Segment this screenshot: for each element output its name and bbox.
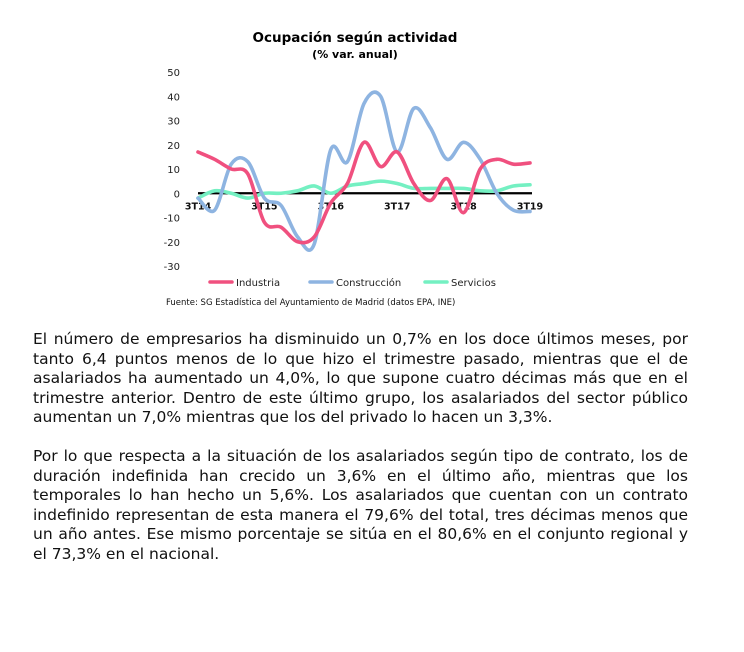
x-tick-label: 3T15 <box>251 201 277 212</box>
y-tick-label: -30 <box>164 262 180 273</box>
body-text: El número de empresarios ha disminuido u… <box>33 330 688 584</box>
paragraph-2: Por lo que respecta a la situación de lo… <box>33 447 688 563</box>
legend-label-servicios: Servicios <box>451 278 496 289</box>
series-line-construccion <box>196 90 532 252</box>
x-tick-label: 3T18 <box>450 201 477 212</box>
y-tick-label: 30 <box>167 117 180 128</box>
chart-subtitle: (% var. anual) <box>312 48 398 61</box>
x-tick-label: 3T19 <box>517 201 543 212</box>
chart-source: Fuente: SG Estadística del Ayuntamiento … <box>166 298 455 308</box>
y-tick-label: 20 <box>167 141 180 152</box>
y-tick-label: 10 <box>167 165 180 176</box>
y-tick-label: 50 <box>167 68 180 79</box>
x-tick-label: 3T17 <box>384 201 410 212</box>
legend-label-construccion: Construcción <box>336 277 401 289</box>
x-tick-label: 3T16 <box>318 201 345 212</box>
series-line-industria <box>196 140 532 245</box>
chart-svg: Ocupación según actividad (% var. anual) -… <box>164 30 544 308</box>
y-tick-label: 0 <box>174 189 180 200</box>
employment-chart: Ocupación según actividad (% var. anual) -… <box>150 20 560 320</box>
legend-label-industria: Industria <box>236 278 280 289</box>
y-tick-label: -20 <box>164 238 180 249</box>
y-tick-label: 40 <box>167 92 180 103</box>
series-line-servicios <box>196 179 532 200</box>
chart-title: Ocupación según actividad <box>253 30 458 46</box>
y-tick-label: -10 <box>164 214 180 225</box>
x-tick-label: 3T14 <box>185 201 212 212</box>
paragraph-1: El número de empresarios ha disminuido u… <box>33 330 688 426</box>
